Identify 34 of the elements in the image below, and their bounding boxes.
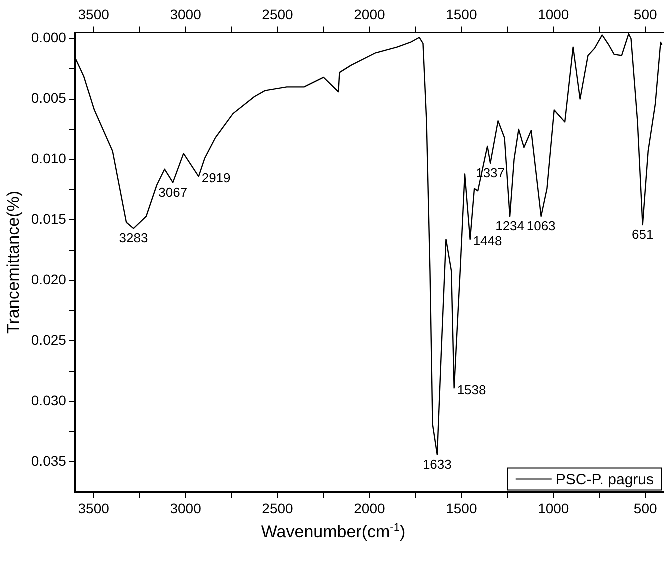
x2-tick-label: 3500 bbox=[78, 6, 110, 22]
annotation: 1448 bbox=[473, 234, 502, 249]
y-axis-title: Trancemittance(%) bbox=[4, 191, 23, 334]
x-tick-label: 3000 bbox=[170, 500, 202, 516]
annotation: 651 bbox=[632, 227, 654, 242]
y-tick-label: 0.005 bbox=[31, 90, 67, 106]
x-axis-title: Wavenumber(cm$^{-1}$) bbox=[260, 522, 407, 543]
x-tick-label: 2000 bbox=[354, 500, 386, 516]
annotation: 1538 bbox=[457, 382, 486, 398]
annotation: 1063 bbox=[526, 218, 556, 234]
annotation: 2919 bbox=[202, 170, 231, 186]
y-tick-label: 0.030 bbox=[31, 392, 67, 408]
x2-tick-label: 1500 bbox=[446, 6, 478, 22]
annotation: 3283 bbox=[119, 230, 148, 246]
x2-tick-label: 2000 bbox=[354, 6, 386, 22]
y-tick-label: 0.015 bbox=[31, 211, 67, 228]
x-tick-label: 1500 bbox=[446, 500, 478, 516]
x2-tick-label: 3000 bbox=[170, 6, 202, 22]
annotation: 1633 bbox=[422, 456, 452, 472]
x2-tick-label: 2500 bbox=[262, 6, 294, 22]
x-tick-label: 3500 bbox=[78, 500, 110, 516]
x-tick-label: 2500 bbox=[262, 500, 294, 516]
y-tick-label: 0.020 bbox=[31, 271, 67, 288]
x-tick-label: 1000 bbox=[538, 500, 570, 516]
x2-tick-label: 500 bbox=[634, 6, 658, 22]
annotation: 1234 bbox=[496, 218, 525, 234]
y-tick-label: 0.025 bbox=[31, 332, 67, 348]
y-tick-label: 0.035 bbox=[31, 452, 67, 469]
annotation: 3067 bbox=[158, 184, 188, 200]
x-tick-label: 500 bbox=[634, 500, 658, 516]
y-tick-label: 0.000 bbox=[31, 30, 67, 46]
x2-tick-label: 1000 bbox=[538, 6, 570, 22]
legend-label: PSC-P. pagrus bbox=[556, 471, 654, 488]
y-tick-label: 0.010 bbox=[31, 150, 67, 167]
